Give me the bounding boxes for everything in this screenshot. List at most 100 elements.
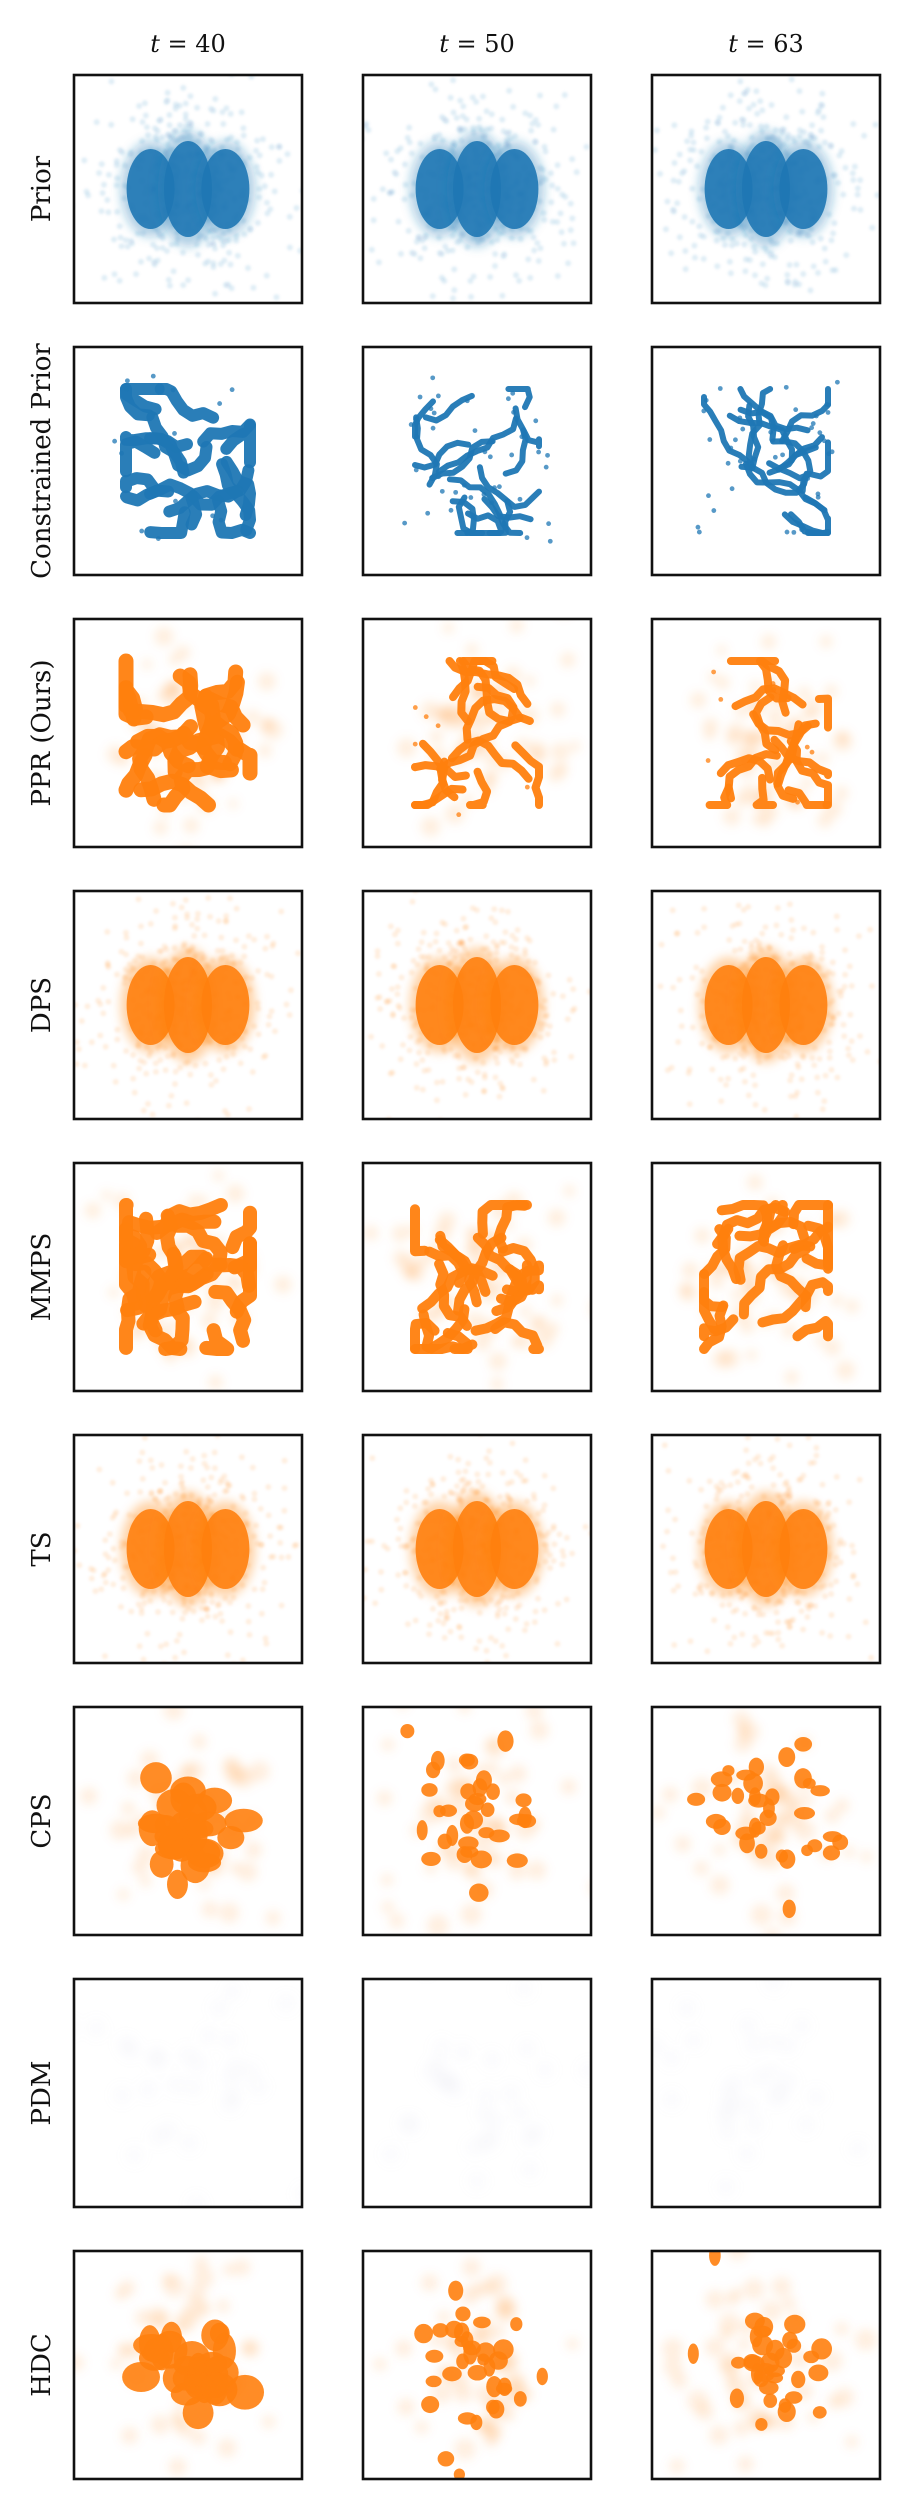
scatter-point <box>657 170 664 177</box>
scatter-point <box>723 1081 730 1088</box>
scatter-point <box>778 1747 796 1768</box>
scatter-point <box>533 418 539 424</box>
scatter-point <box>738 1595 745 1602</box>
scatter-point <box>425 954 432 961</box>
scatter-point <box>248 2076 269 2097</box>
scatter-point <box>718 1098 725 1105</box>
scatter-trail <box>187 464 255 511</box>
scatter-point <box>831 1209 851 1229</box>
scatter-point <box>201 2372 238 2407</box>
column-title-eq: = <box>160 30 195 58</box>
scatter-point <box>80 1787 98 1805</box>
scatter-point <box>413 467 419 473</box>
scatter-point <box>121 1801 136 1816</box>
scatter-trail <box>504 1264 544 1295</box>
scatter-trail <box>208 1284 252 1348</box>
scatter-point <box>261 1579 268 1586</box>
scatter-point <box>140 1762 172 1794</box>
scatter-point <box>837 992 844 999</box>
panel-frame <box>361 889 593 1121</box>
scatter-point <box>679 170 686 177</box>
scatter-point <box>548 199 555 206</box>
panel-content <box>368 891 591 1119</box>
scatter-point <box>432 938 439 945</box>
panel-content <box>74 75 302 301</box>
scatter-point <box>406 124 413 131</box>
scatter-point <box>461 924 468 931</box>
panel-frame <box>72 2249 304 2481</box>
scatter-point <box>129 240 136 247</box>
scatter-trail <box>412 439 472 471</box>
scatter-point <box>212 96 219 103</box>
scatter-point <box>817 235 824 242</box>
scatter-point <box>508 1056 515 1063</box>
scatter-point <box>564 1016 571 1023</box>
scatter-point <box>109 1515 116 1522</box>
scatter-point <box>406 1263 426 1283</box>
scatter-point <box>456 812 462 818</box>
scatter-point <box>810 421 816 426</box>
scatter-point <box>432 86 439 93</box>
scatter-point <box>725 460 731 466</box>
scatter-point <box>710 879 716 885</box>
scatter-point <box>270 940 277 947</box>
scatter-point <box>520 1477 527 1484</box>
scatter-point <box>268 973 275 980</box>
scatter-point <box>578 2060 591 2081</box>
scatter-point <box>496 484 502 490</box>
scatter-point <box>727 1640 734 1647</box>
scatter-point <box>528 127 535 134</box>
scatter-point <box>141 1435 148 1441</box>
scatter-point <box>477 2086 498 2107</box>
scatter-point <box>831 1294 844 1307</box>
scatter-point <box>219 947 226 954</box>
scatter-point <box>481 1088 488 1095</box>
scatter-point <box>509 932 516 939</box>
scatter-point <box>75 1046 82 1053</box>
scatter-point <box>474 1069 481 1076</box>
panel-content <box>80 1707 281 1926</box>
scatter-point <box>800 1626 807 1633</box>
scatter-point <box>370 195 377 202</box>
scatter-point <box>737 458 743 464</box>
scatter-point <box>462 1468 469 1475</box>
scatter-point <box>674 1835 692 1853</box>
panel-frame <box>361 617 593 849</box>
scatter-point <box>820 114 827 121</box>
scatter-point <box>788 935 795 942</box>
scatter-point <box>690 139 697 146</box>
scatter-point <box>374 953 381 960</box>
scatter-point <box>464 398 470 404</box>
scatter-point <box>758 123 765 130</box>
scatter-point <box>735 902 742 909</box>
scatter-point <box>100 181 107 188</box>
scatter-point <box>167 1869 188 1899</box>
scatter-point <box>210 513 216 519</box>
scatter-point <box>416 1820 428 1841</box>
scatter-point <box>240 132 247 139</box>
scatter-point <box>582 1523 589 1530</box>
scatter-point <box>517 236 524 243</box>
scatter-point <box>834 379 840 385</box>
scatter-point <box>664 198 671 205</box>
scatter-point <box>267 1554 274 1561</box>
scatter-point <box>222 2263 236 2276</box>
scatter-point <box>485 1761 499 1776</box>
scatter-point <box>550 742 570 762</box>
scatter-point <box>514 927 521 934</box>
scatter-point <box>488 1829 510 1843</box>
scatter-point <box>417 255 424 262</box>
scatter-point <box>833 1578 840 1585</box>
scatter-point <box>168 1092 175 1099</box>
scatter-point <box>745 1475 752 1482</box>
scatter-point <box>571 1005 578 1012</box>
scatter-point <box>421 1067 428 1074</box>
scatter-point <box>159 245 166 252</box>
scatter-point <box>763 1798 775 1819</box>
scatter-point <box>798 1076 805 1083</box>
scatter-point <box>220 2093 241 2114</box>
scatter-point <box>166 282 173 289</box>
scatter-point <box>524 1498 531 1505</box>
scatter-point <box>745 903 752 910</box>
scatter-point <box>784 529 790 535</box>
